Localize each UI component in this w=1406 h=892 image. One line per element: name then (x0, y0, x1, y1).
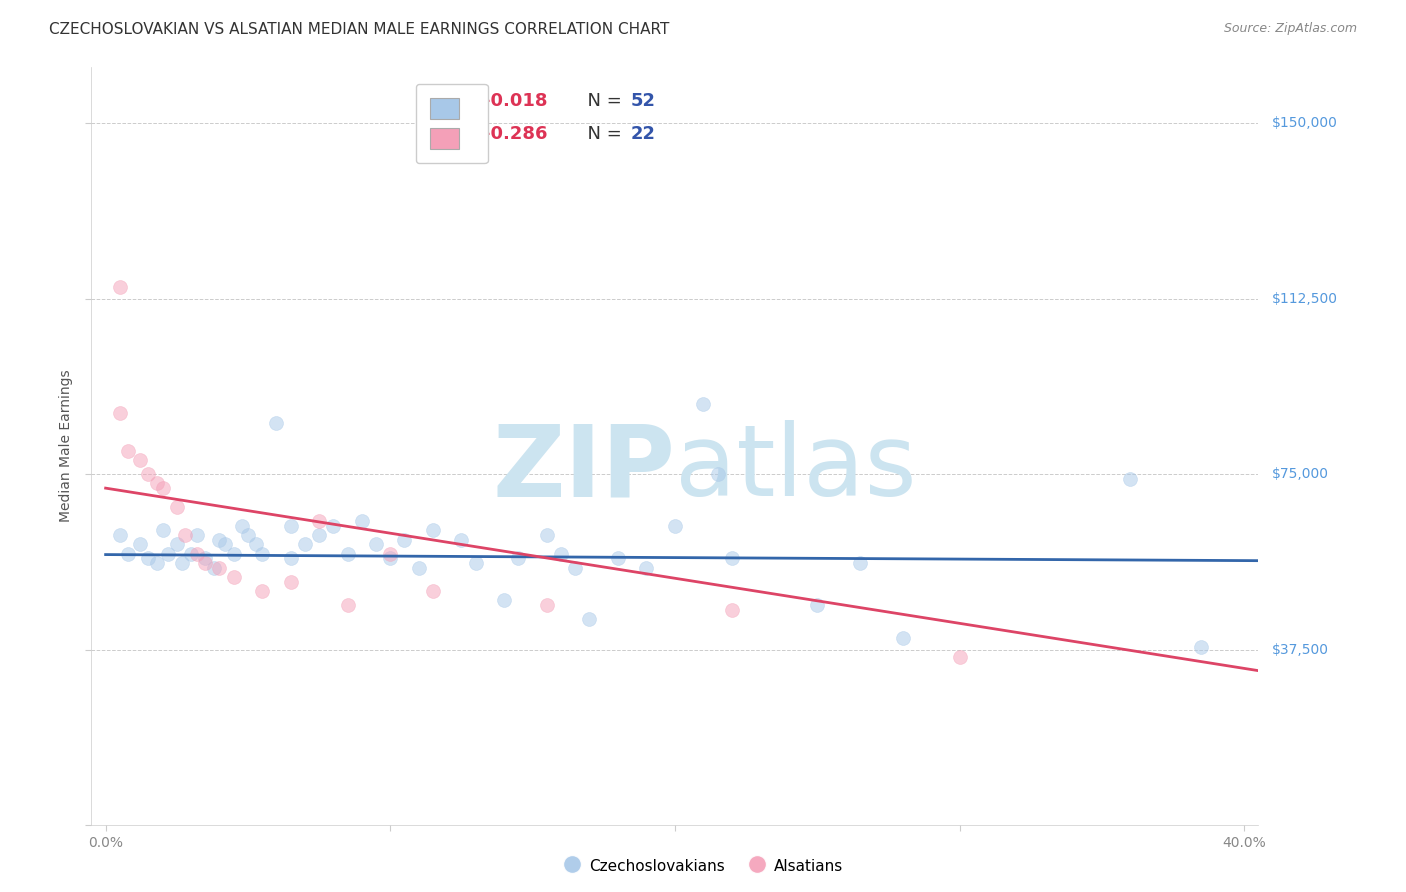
Point (117, 547, 139, 561)
Text: R =: R = (441, 125, 481, 143)
Point (720, 603, 742, 617)
Point (607, 551, 630, 566)
Point (706, 467, 728, 481)
Point (536, 528, 558, 542)
Point (117, 443, 139, 458)
Point (194, 556, 217, 570)
Point (231, 518, 253, 533)
Point (508, 551, 530, 566)
Point (166, 500, 188, 514)
Point (186, 547, 208, 561)
Point (322, 518, 344, 533)
Text: 52: 52 (631, 92, 655, 110)
Point (136, 467, 159, 481)
Point (146, 476, 169, 491)
Point (186, 528, 208, 542)
Text: Source: ZipAtlas.com: Source: ZipAtlas.com (1223, 22, 1357, 36)
Point (250, 547, 273, 561)
Point (280, 574, 302, 589)
Legend: Czechoslovakians, Alsatians: Czechoslovakians, Alsatians (557, 852, 849, 880)
Point (174, 528, 197, 542)
Point (1191, 640, 1213, 655)
Text: $37,500: $37,500 (1272, 642, 1329, 657)
Y-axis label: Median Male Earnings: Median Male Earnings (59, 369, 73, 523)
Point (214, 537, 236, 551)
Point (208, 560, 231, 574)
Text: N =: N = (575, 125, 627, 143)
Point (245, 537, 267, 551)
Point (236, 528, 259, 542)
Point (891, 631, 914, 645)
Text: R =: R = (441, 92, 481, 110)
Point (550, 547, 572, 561)
Point (422, 523, 444, 537)
Point (280, 551, 302, 566)
Point (180, 547, 202, 561)
Point (578, 612, 600, 626)
Point (152, 481, 174, 495)
Point (266, 416, 288, 430)
Text: ZIP: ZIP (492, 420, 675, 517)
Text: -0.286: -0.286 (484, 125, 548, 143)
Point (202, 560, 225, 574)
Point (564, 560, 586, 574)
Text: 22: 22 (631, 125, 655, 143)
Point (336, 598, 359, 612)
Point (422, 584, 444, 599)
Point (1119, 472, 1142, 486)
Point (208, 533, 231, 547)
Point (380, 547, 402, 561)
Point (692, 397, 714, 411)
Text: $112,500: $112,500 (1272, 292, 1339, 306)
Point (806, 598, 828, 612)
Point (280, 518, 302, 533)
Point (108, 406, 131, 420)
Text: $150,000: $150,000 (1272, 116, 1339, 130)
Text: atlas: atlas (675, 420, 917, 517)
Point (222, 570, 245, 584)
Text: CZECHOSLOVAKIAN VS ALSATIAN MEDIAN MALE EARNINGS CORRELATION CHART: CZECHOSLOVAKIAN VS ALSATIAN MEDIAN MALE … (49, 22, 669, 37)
Point (636, 560, 658, 574)
Point (194, 551, 217, 566)
Point (250, 584, 273, 599)
Point (308, 514, 330, 528)
Point (146, 556, 169, 570)
Point (172, 556, 194, 570)
Point (128, 537, 150, 551)
Point (157, 547, 180, 561)
Point (380, 551, 402, 566)
Point (166, 537, 188, 551)
Point (849, 556, 872, 570)
Point (294, 537, 316, 551)
Point (948, 649, 970, 664)
Text: $75,000: $75,000 (1272, 467, 1329, 481)
Point (536, 598, 558, 612)
Point (136, 551, 159, 566)
Point (664, 518, 686, 533)
Point (494, 593, 516, 607)
Point (364, 537, 387, 551)
Text: N =: N = (575, 92, 627, 110)
Point (394, 533, 416, 547)
Text: -0.018: -0.018 (484, 92, 548, 110)
Point (108, 528, 131, 542)
Point (222, 547, 245, 561)
Point (408, 560, 430, 574)
Point (308, 528, 330, 542)
Point (128, 453, 150, 467)
Point (336, 547, 359, 561)
Point (152, 523, 174, 537)
Point (108, 280, 131, 294)
Legend: , : , (416, 84, 488, 163)
Point (450, 533, 472, 547)
Point (350, 514, 373, 528)
Point (720, 551, 742, 566)
Point (464, 556, 486, 570)
